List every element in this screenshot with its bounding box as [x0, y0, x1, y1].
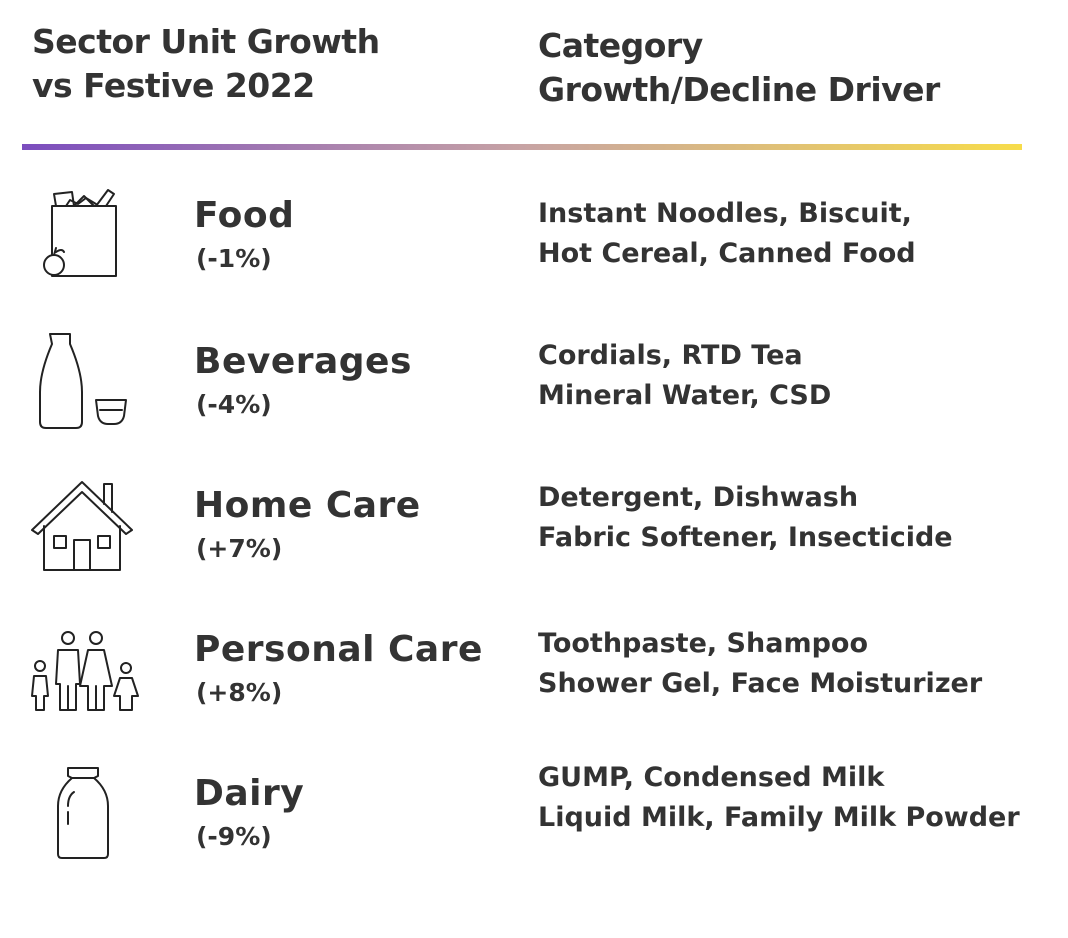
sector-name: Food [194, 195, 295, 236]
sector-name: Dairy [194, 773, 305, 814]
sector-growth-heading: Sector Unit Growth vs Festive 2022 [32, 20, 380, 108]
heading-line: vs Festive 2022 [32, 66, 315, 105]
sector-row-beverages: Beverages (-4%) Cordials, RTD Tea Minera… [0, 333, 1068, 470]
driver-line: Mineral Water, CSD [538, 380, 832, 411]
sector-growth: (+7%) [196, 534, 283, 563]
driver-line: Cordials, RTD Tea [538, 340, 803, 371]
driver-line: Detergent, Dishwash [538, 482, 859, 513]
driver-line: Fabric Softener, Insecticide [538, 522, 953, 553]
driver-line: Shower Gel, Face Moisturizer [538, 668, 983, 699]
driver-line: Instant Noodles, Biscuit, [538, 198, 912, 229]
driver-line: GUMP, Condensed Milk [538, 762, 885, 793]
sector-growth: (-9%) [196, 822, 272, 851]
bottle-and-cup-icon [38, 332, 134, 432]
sector-row-food: Food (-1%) Instant Noodles, Biscuit, Hot… [0, 189, 1068, 324]
sector-growth: (-1%) [196, 244, 272, 273]
sector-name: Beverages [194, 341, 412, 382]
driver-categories: Cordials, RTD Tea Mineral Water, CSD [538, 336, 831, 416]
driver-categories: Instant Noodles, Biscuit, Hot Cereal, Ca… [538, 194, 916, 274]
milk-bottle-icon [54, 766, 114, 862]
driver-categories: Detergent, Dishwash Fabric Softener, Ins… [538, 478, 953, 558]
heading-line: Growth/Decline Driver [538, 70, 940, 109]
driver-heading: Category Growth/Decline Driver [538, 24, 940, 112]
sector-name: Home Care [194, 485, 421, 526]
sector-growth: (+8%) [196, 678, 283, 707]
driver-line: Toothpaste, Shampoo [538, 628, 868, 659]
sector-row-personal-care: Personal Care (+8%) Toothpaste, Shampoo … [0, 628, 1068, 758]
driver-categories: Toothpaste, Shampoo Shower Gel, Face Moi… [538, 624, 982, 704]
heading-line: Category [538, 26, 703, 65]
heading-line: Sector Unit Growth [32, 22, 380, 61]
house-icon [30, 478, 136, 574]
driver-line: Hot Cereal, Canned Food [538, 238, 916, 269]
sector-row-home-care: Home Care (+7%) Detergent, Dishwash Fabr… [0, 481, 1068, 614]
driver-categories: GUMP, Condensed Milk Liquid Milk, Family… [538, 758, 1020, 838]
driver-line: Liquid Milk, Family Milk Powder [538, 802, 1020, 833]
sector-row-dairy: Dairy (-9%) GUMP, Condensed Milk Liquid … [0, 762, 1068, 902]
grocery-bag-icon [38, 186, 126, 286]
sector-growth: (-4%) [196, 390, 272, 419]
gradient-divider [22, 144, 1022, 150]
family-icon [26, 630, 142, 714]
sector-name: Personal Care [194, 629, 483, 670]
